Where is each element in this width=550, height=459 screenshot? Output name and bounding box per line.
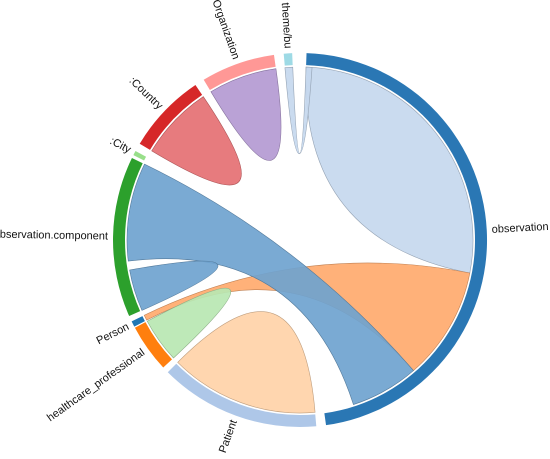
group-label-theme_bu: theme/bu <box>279 2 294 49</box>
group-arc-person[interactable] <box>131 316 145 327</box>
group-arc-city[interactable] <box>133 151 147 161</box>
group-arc-organization[interactable] <box>203 54 276 90</box>
group-label-person: Person <box>95 321 132 347</box>
group-arc-observation_component[interactable] <box>113 158 143 317</box>
chord-patient-patient[interactable] <box>177 311 316 414</box>
group-arc-layer <box>113 53 488 428</box>
group-label-observation_component: :Observation.component <box>0 228 108 242</box>
group-arc-patient[interactable] <box>167 363 317 428</box>
group-label-organization: Organization <box>210 0 242 61</box>
chord-theme_bu-observation[interactable] <box>284 66 313 155</box>
group-label-patient: Patient <box>217 418 240 454</box>
group-label-city: :City <box>108 135 133 156</box>
group-label-country: :Country <box>127 75 166 113</box>
group-arc-country[interactable] <box>139 84 203 150</box>
group-arc-healthcare_professional[interactable] <box>134 322 173 368</box>
chord-layer <box>126 66 474 414</box>
chord-country-country[interactable] <box>151 96 242 186</box>
chord-observation_component-observation_component[interactable] <box>129 260 219 311</box>
group-arc-theme_bu[interactable] <box>283 53 293 66</box>
group-label-healthcare_professional: healthcare_professional <box>45 347 147 425</box>
chord-observation-observation[interactable] <box>305 66 474 274</box>
group-label-observation: observation <box>491 221 548 236</box>
chord-organization-organization[interactable] <box>210 68 282 161</box>
chord-healthcare_professional-healthcare_professional[interactable] <box>146 287 232 359</box>
chord-observation-observation_component[interactable] <box>126 163 414 405</box>
